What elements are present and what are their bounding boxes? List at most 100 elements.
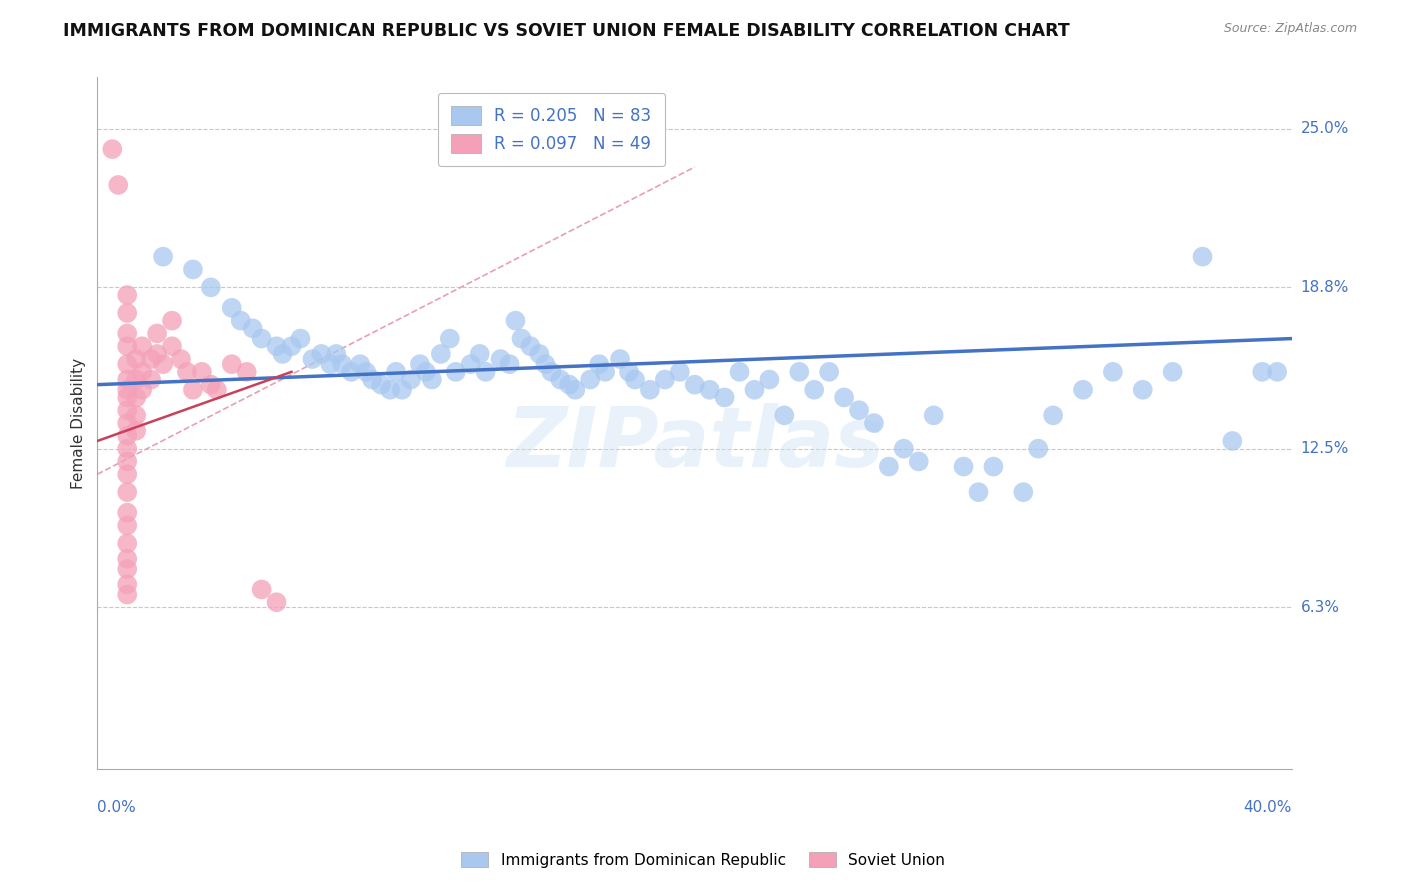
- Text: 6.3%: 6.3%: [1301, 599, 1340, 615]
- Point: [115, 551, 138, 566]
- Point: [280, 339, 302, 353]
- Text: Source: ZipAtlas.com: Source: ZipAtlas.com: [1223, 22, 1357, 36]
- Point: [617, 365, 640, 379]
- Point: [340, 365, 363, 379]
- Point: [893, 442, 915, 456]
- Point: [349, 357, 371, 371]
- Point: [125, 391, 148, 405]
- Point: [787, 365, 810, 379]
- Point: [115, 506, 138, 520]
- Point: [439, 332, 461, 346]
- Point: [250, 332, 273, 346]
- Point: [290, 332, 312, 346]
- Point: [519, 339, 541, 353]
- Point: [139, 352, 162, 367]
- Point: [588, 357, 610, 371]
- Point: [319, 357, 342, 371]
- Point: [115, 391, 138, 405]
- Point: [593, 365, 616, 379]
- Point: [654, 372, 676, 386]
- Point: [325, 347, 347, 361]
- Point: [115, 467, 138, 482]
- Point: [460, 357, 482, 371]
- Text: 12.5%: 12.5%: [1301, 442, 1348, 456]
- Point: [125, 372, 148, 386]
- Legend: Immigrants from Dominican Republic, Soviet Union: Immigrants from Dominican Republic, Sovi…: [454, 846, 952, 873]
- Text: IMMIGRANTS FROM DOMINICAN REPUBLIC VS SOVIET UNION FEMALE DISABILITY CORRELATION: IMMIGRANTS FROM DOMINICAN REPUBLIC VS SO…: [63, 22, 1070, 40]
- Point: [115, 429, 138, 443]
- Point: [728, 365, 751, 379]
- Point: [1071, 383, 1094, 397]
- Point: [115, 306, 138, 320]
- Text: ZIPatlas: ZIPatlas: [506, 403, 883, 484]
- Point: [803, 383, 825, 397]
- Point: [430, 347, 453, 361]
- Point: [301, 352, 323, 367]
- Point: [242, 321, 264, 335]
- Point: [115, 536, 138, 550]
- Point: [1132, 383, 1154, 397]
- Point: [609, 352, 631, 367]
- Point: [115, 339, 138, 353]
- Point: [564, 383, 586, 397]
- Point: [983, 459, 1005, 474]
- Point: [773, 409, 796, 423]
- Point: [152, 250, 174, 264]
- Point: [468, 347, 491, 361]
- Point: [125, 352, 148, 367]
- Point: [818, 365, 841, 379]
- Point: [699, 383, 721, 397]
- Point: [409, 357, 432, 371]
- Point: [146, 326, 169, 341]
- Point: [115, 454, 138, 468]
- Text: 18.8%: 18.8%: [1301, 280, 1348, 295]
- Point: [115, 577, 138, 591]
- Text: 40.0%: 40.0%: [1244, 800, 1292, 814]
- Point: [907, 454, 929, 468]
- Point: [832, 391, 855, 405]
- Point: [170, 352, 193, 367]
- Point: [354, 365, 377, 379]
- Point: [1251, 365, 1274, 379]
- Point: [638, 383, 661, 397]
- Point: [1026, 442, 1049, 456]
- Point: [624, 372, 647, 386]
- Point: [863, 416, 886, 430]
- Point: [115, 403, 138, 417]
- Point: [420, 372, 443, 386]
- Point: [176, 365, 198, 379]
- Point: [125, 424, 148, 438]
- Point: [115, 442, 138, 456]
- Point: [250, 582, 273, 597]
- Point: [115, 518, 138, 533]
- Point: [271, 347, 294, 361]
- Point: [200, 377, 222, 392]
- Point: [1042, 409, 1064, 423]
- Point: [101, 142, 124, 156]
- Point: [922, 409, 945, 423]
- Point: [146, 347, 169, 361]
- Point: [510, 332, 533, 346]
- Point: [1102, 365, 1125, 379]
- Point: [848, 403, 870, 417]
- Point: [361, 372, 384, 386]
- Point: [160, 339, 183, 353]
- Point: [415, 365, 437, 379]
- Point: [550, 372, 572, 386]
- Point: [330, 357, 353, 371]
- Point: [391, 383, 413, 397]
- Point: [498, 357, 520, 371]
- Point: [668, 365, 690, 379]
- Point: [474, 365, 496, 379]
- Point: [115, 326, 138, 341]
- Point: [107, 178, 129, 192]
- Point: [115, 416, 138, 430]
- Point: [444, 365, 467, 379]
- Point: [115, 357, 138, 371]
- Point: [131, 383, 153, 397]
- Text: 0.0%: 0.0%: [97, 800, 136, 814]
- Point: [534, 357, 557, 371]
- Point: [205, 383, 228, 397]
- Point: [266, 339, 288, 353]
- Point: [683, 377, 706, 392]
